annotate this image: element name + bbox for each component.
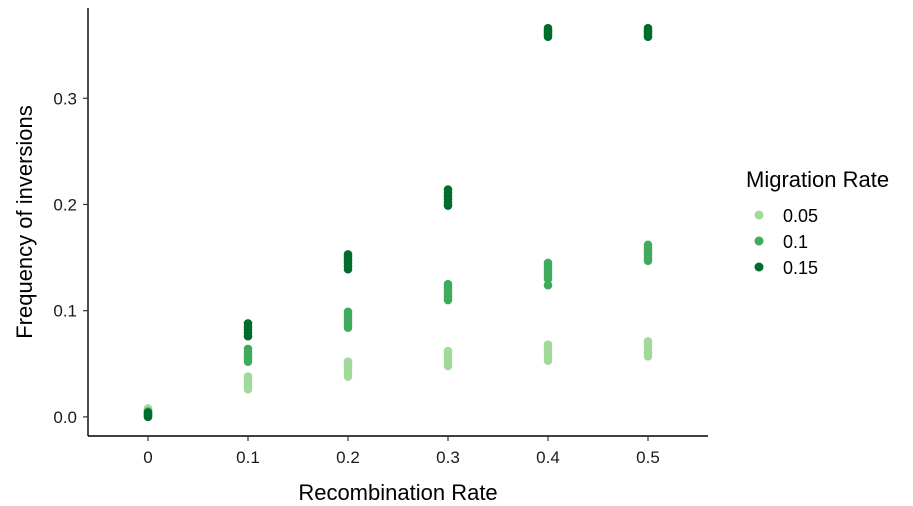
series-0-05 [143, 337, 653, 420]
legend: Migration Rate 0.05 0.1 0.15 [746, 167, 889, 278]
data-point [243, 319, 253, 328]
data-point [543, 258, 553, 268]
data-point [643, 23, 653, 33]
data-point [443, 279, 453, 289]
legend-label: 0.05 [783, 206, 818, 226]
x-tick-label: 0.3 [436, 448, 460, 467]
data-point [543, 23, 553, 33]
legend-key [754, 236, 764, 246]
data-point [543, 280, 553, 290]
legend-key [754, 210, 764, 220]
y-tick-label: 0.3 [53, 89, 77, 108]
x-tick-label: 0 [143, 448, 152, 467]
data-point [343, 357, 353, 366]
data-points [143, 23, 653, 422]
data-point [143, 408, 153, 417]
axes [83, 8, 708, 441]
x-tick-label: 0.4 [536, 448, 560, 467]
x-axis-title: Recombination Rate [298, 480, 497, 505]
data-point [543, 340, 553, 349]
series-0-1 [143, 240, 653, 421]
y-axis-title: Frequency of inversions [12, 105, 37, 339]
data-point [243, 372, 253, 381]
legend-key [754, 262, 764, 272]
data-point [643, 337, 653, 346]
legend-title: Migration Rate [746, 167, 889, 192]
x-tick-label: 0.1 [236, 448, 260, 467]
legend-items: 0.05 0.1 0.15 [754, 206, 818, 278]
data-point [343, 307, 353, 317]
x-tick-label: 0.2 [336, 448, 360, 467]
data-point [443, 185, 453, 194]
tick-labels: 0 0.1 0.2 0.3 0.4 0.5 0.0 0.1 0.2 0.3 [53, 89, 659, 467]
legend-label: 0.1 [783, 232, 808, 252]
data-point [643, 240, 653, 250]
y-tick-label: 0.1 [53, 302, 77, 321]
x-tick-label: 0.5 [636, 448, 660, 467]
data-point [243, 344, 253, 354]
y-tick-label: 0.2 [53, 195, 77, 214]
series-0-15 [143, 23, 653, 422]
y-tick-label: 0.0 [53, 408, 77, 427]
legend-label: 0.15 [783, 258, 818, 278]
data-point [443, 346, 453, 356]
data-point [343, 250, 353, 259]
